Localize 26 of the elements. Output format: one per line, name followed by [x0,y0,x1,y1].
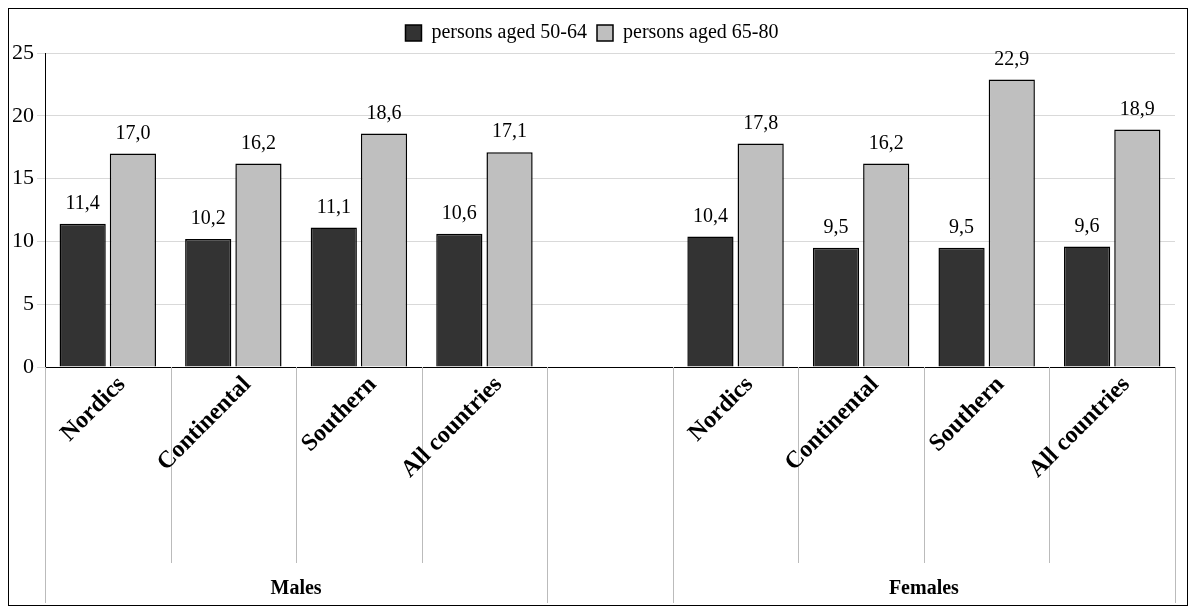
legend-label: persons aged 50-64 [431,20,588,44]
data-label: 10,4 [692,203,728,226]
y-tick-label: 20 [12,101,34,127]
data-label: 16,2 [868,130,904,153]
data-label: 18,9 [1119,96,1155,119]
data-label: 22,9 [994,46,1030,69]
legend-label: persons aged 65-80 [623,20,779,44]
text: Females [888,576,960,599]
data-label: 9,5 [949,214,975,237]
data-label: 11,4 [65,191,100,214]
data-label: 10,6 [441,201,477,224]
y-tick-label: 10 [12,227,34,253]
data-label: 11,1 [316,194,351,217]
y-tick-label: 15 [12,164,34,190]
text: Males [270,576,322,599]
y-tick-label: 25 [12,38,34,64]
y-tick-label: 5 [23,289,34,315]
data-label: 9,5 [823,214,849,237]
data-label: 9,6 [1074,213,1100,236]
y-tick-label: 0 [23,352,34,378]
data-label: 18,6 [366,100,402,123]
data-label: 17,0 [115,120,151,143]
data-label: 16,2 [240,130,276,153]
data-label: 17,1 [492,119,528,142]
data-label: 17,8 [743,110,779,133]
data-label: 10,2 [190,206,226,229]
